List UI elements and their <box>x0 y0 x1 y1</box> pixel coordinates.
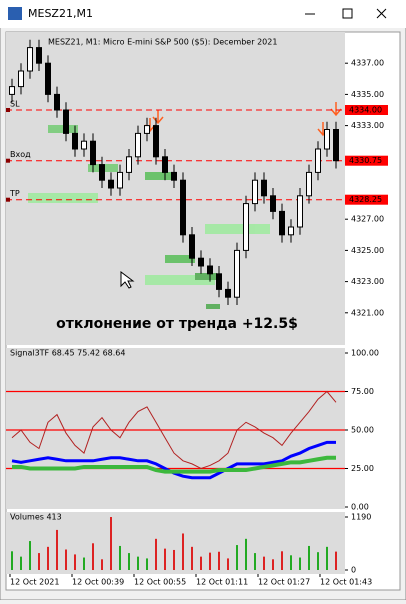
candle-body <box>144 125 150 134</box>
y-tick-label: 1190 <box>351 513 371 522</box>
candle-body <box>207 265 213 275</box>
candle-body <box>18 70 24 88</box>
level-marker <box>6 158 10 163</box>
candle-body <box>171 171 177 181</box>
x-tick-label: 12 Oct 00:39 <box>72 578 124 587</box>
y-tick-label: 100.00 <box>351 349 379 358</box>
candle-body <box>315 148 321 173</box>
y-tick-label: 4321.00 <box>351 308 384 317</box>
candle-body <box>135 132 141 158</box>
candle-body <box>36 47 42 64</box>
x-tick-label: 12 Oct 01:27 <box>258 578 310 587</box>
candle-body <box>324 129 330 150</box>
candle-body <box>306 171 312 197</box>
candle-body <box>279 210 285 236</box>
level-name: Вход <box>10 150 31 159</box>
zone <box>206 304 220 309</box>
indicator-pane <box>6 348 345 509</box>
candle-body <box>180 179 186 236</box>
indicator-line <box>12 455 336 474</box>
level-label: 4328.25 <box>349 195 382 204</box>
candle-body <box>189 234 195 259</box>
level-label-box <box>345 105 388 115</box>
level-label-box <box>345 194 388 205</box>
candle-body <box>63 109 69 134</box>
arrow <box>330 102 342 117</box>
candle-body <box>99 164 105 181</box>
arrow <box>152 110 164 125</box>
level-name: SL <box>10 100 20 109</box>
y-tick-label: 0 <box>351 566 356 575</box>
candle-body <box>162 156 168 173</box>
candle-body <box>54 93 60 111</box>
candle-body <box>252 179 258 205</box>
zone <box>195 273 217 280</box>
mouse-cursor <box>120 271 135 289</box>
zone <box>145 275 215 285</box>
y-tick-label: 50.00 <box>351 426 374 435</box>
zone <box>145 172 175 180</box>
x-tick-label: 12 Oct 00:55 <box>134 578 186 587</box>
y-tick-label: 0.00 <box>351 503 369 512</box>
candle-body <box>72 132 78 150</box>
x-tick-label: 12 Oct 2021 <box>10 578 59 587</box>
price-pane <box>6 32 345 345</box>
level-label-box <box>345 155 388 166</box>
candle-body <box>333 129 339 162</box>
candle-body <box>9 86 15 95</box>
candle-body <box>225 288 231 298</box>
candle-body <box>45 62 51 95</box>
candle-body <box>126 156 132 173</box>
x-tick-label: 12 Oct 01:43 <box>320 578 372 587</box>
candle-body <box>261 179 267 197</box>
level-label: 4334.00 <box>349 106 382 115</box>
candle-body <box>243 203 249 251</box>
indicator-line <box>11 390 337 470</box>
y-tick-label: 25.00 <box>351 464 374 473</box>
candle-body <box>27 47 33 72</box>
y-tick-label: 4337.00 <box>351 59 384 68</box>
window-title: MESZ21,M1 <box>28 7 93 20</box>
pane-title: Signal3TF 68.45 75.42 68.64 <box>10 349 126 358</box>
candle-body <box>270 195 276 212</box>
close-button[interactable] <box>376 8 387 19</box>
y-tick-label: 75.00 <box>351 387 374 396</box>
candle-body <box>108 179 114 189</box>
zone <box>205 224 270 234</box>
app-icon <box>8 7 22 20</box>
y-tick-label: 4327.00 <box>351 215 384 224</box>
candle-body <box>81 140 87 150</box>
y-tick-label: 4333.00 <box>351 121 384 130</box>
zone <box>165 255 195 263</box>
candle-body <box>90 140 96 166</box>
candle-body <box>234 249 240 298</box>
y-tick-label: 4335.00 <box>351 90 384 99</box>
pane-title: MESZ21, M1: Micro E-mini S&P 500 ($5): D… <box>48 38 277 47</box>
candle-body <box>198 257 204 267</box>
y-tick-label: 4325.00 <box>351 246 384 255</box>
title-bar <box>0 0 406 28</box>
level-name: TP <box>9 189 20 198</box>
candle-body <box>288 226 294 236</box>
candle-body <box>153 125 159 158</box>
volume-pane <box>6 512 345 574</box>
level-marker <box>6 108 10 112</box>
zone <box>28 193 98 203</box>
maximize-button[interactable] <box>342 8 353 19</box>
candle-body <box>216 273 222 290</box>
candle-body <box>297 195 303 228</box>
x-tick-label: 12 Oct 01:11 <box>196 578 248 587</box>
pane-title: Volumes 413 <box>10 513 62 522</box>
annotation: отклонение от тренда +12.5$ <box>56 316 298 332</box>
level-label: 4330.75 <box>349 156 382 165</box>
level-marker <box>6 197 10 202</box>
y-tick-label: 4323.00 <box>351 277 384 286</box>
candle-body <box>117 171 123 189</box>
